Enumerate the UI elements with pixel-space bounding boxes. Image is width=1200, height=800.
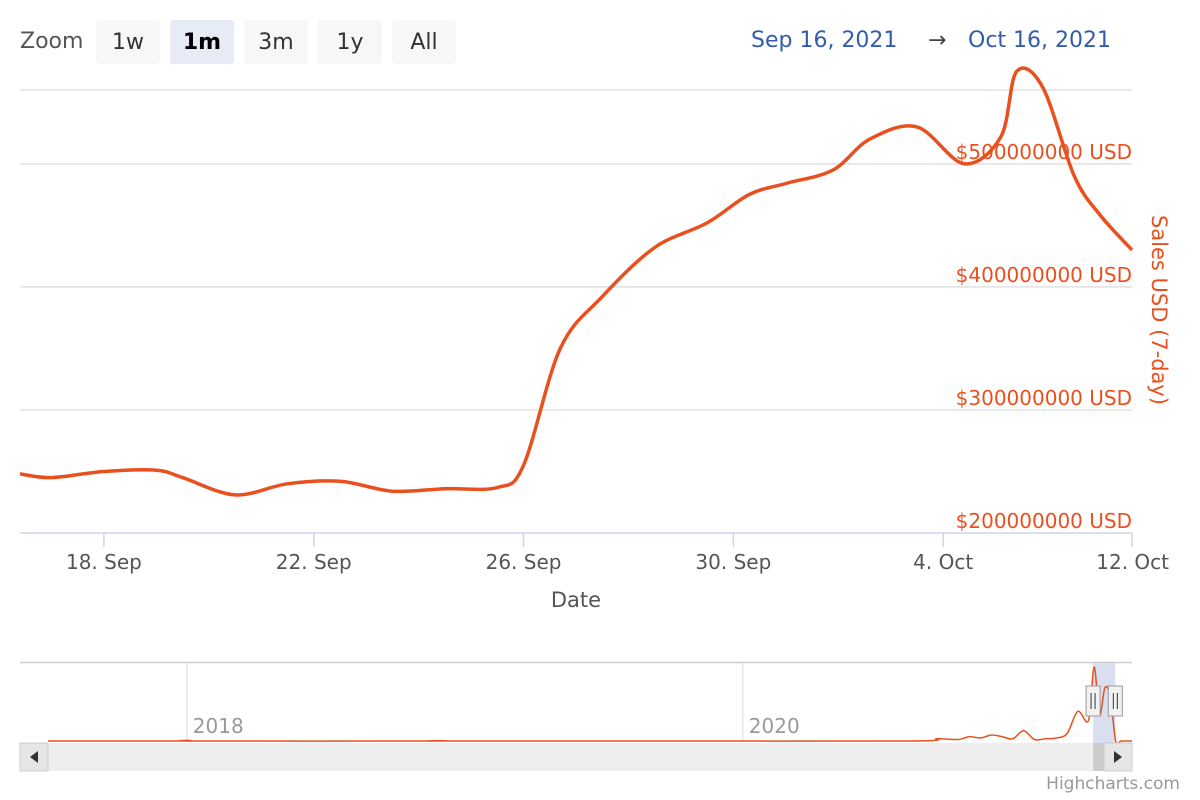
navigator-year-ticks: 2018 2020 — [186, 663, 800, 741]
x-tick-label: 18. Sep — [66, 550, 142, 574]
scrollbar-right-arrow-icon — [1114, 751, 1122, 763]
y-tick-label: $300000000 USD — [956, 386, 1132, 410]
zoom-1w-button[interactable]: 1w — [96, 20, 160, 64]
x-tick-label: 12. Oct — [1096, 550, 1169, 574]
x-axis-title: Date — [551, 588, 601, 612]
navigator-handle-left[interactable] — [1085, 685, 1101, 717]
main-chart: 18. Sep 22. Sep 26. Sep 30. Sep 4. Oct 12. Oc… — [19, 66, 1171, 612]
y-axis-labels: $200000000 USD $300000000 USD $400000000 U… — [956, 140, 1132, 533]
zoom-1y-button[interactable]: 1y — [318, 20, 382, 64]
y-tick-label: $400000000 USD — [956, 263, 1132, 287]
zoom-1m-button[interactable]: 1m — [170, 20, 234, 64]
x-tick-label: 22. Sep — [276, 550, 352, 574]
range-from-input[interactable]: Sep 16, 2021 — [751, 28, 898, 53]
scrollbar-left-arrow-icon — [30, 751, 38, 763]
zoom-label: Zoom — [20, 29, 84, 54]
navigator-year-label: 2018 — [193, 714, 244, 738]
y-tick-label: $500000000 USD — [956, 140, 1132, 164]
y-axis-title: Sales USD (7-day) — [1147, 215, 1171, 405]
x-tick-label: 4. Oct — [913, 550, 973, 574]
navigator-handle-right[interactable] — [1107, 685, 1123, 717]
zoom-3m-button[interactable]: 3m — [244, 20, 308, 64]
range-to-input[interactable]: Oct 16, 2021 — [968, 28, 1111, 53]
navigator-selected-range[interactable] — [1093, 663, 1116, 743]
scrollbar-track[interactable] — [20, 743, 1132, 771]
credits-link[interactable]: Highcharts.com — [1046, 774, 1180, 794]
series-line[interactable] — [19, 66, 1134, 497]
x-tick-label: 26. Sep — [486, 550, 562, 574]
grid-lines — [20, 89, 1132, 411]
range-arrow: → — [928, 28, 947, 53]
zoom-all-button[interactable]: All — [392, 20, 456, 64]
y-tick-label: $200000000 USD — [956, 509, 1132, 533]
navigator[interactable]: 2018 2020 — [0, 655, 1200, 775]
x-tick-label: 30. Sep — [695, 550, 771, 574]
navigator-year-label: 2020 — [749, 714, 800, 738]
x-axis-ticks: 18. Sep 22. Sep 26. Sep 30. Sep 4. Oct 12. Oc… — [66, 533, 1169, 574]
